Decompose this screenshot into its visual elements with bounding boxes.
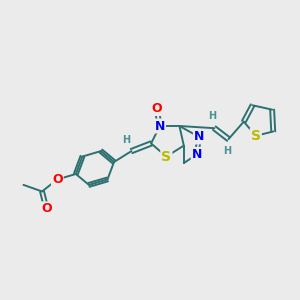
Text: S: S [161, 149, 171, 164]
Text: N: N [154, 119, 165, 133]
Text: H: H [208, 111, 216, 121]
Text: H: H [224, 146, 232, 156]
Text: O: O [151, 102, 162, 115]
Text: O: O [52, 173, 63, 186]
Text: H: H [122, 135, 130, 145]
Text: N: N [192, 148, 202, 161]
Text: N: N [194, 130, 204, 143]
Text: O: O [41, 202, 52, 215]
Text: S: S [251, 129, 261, 143]
